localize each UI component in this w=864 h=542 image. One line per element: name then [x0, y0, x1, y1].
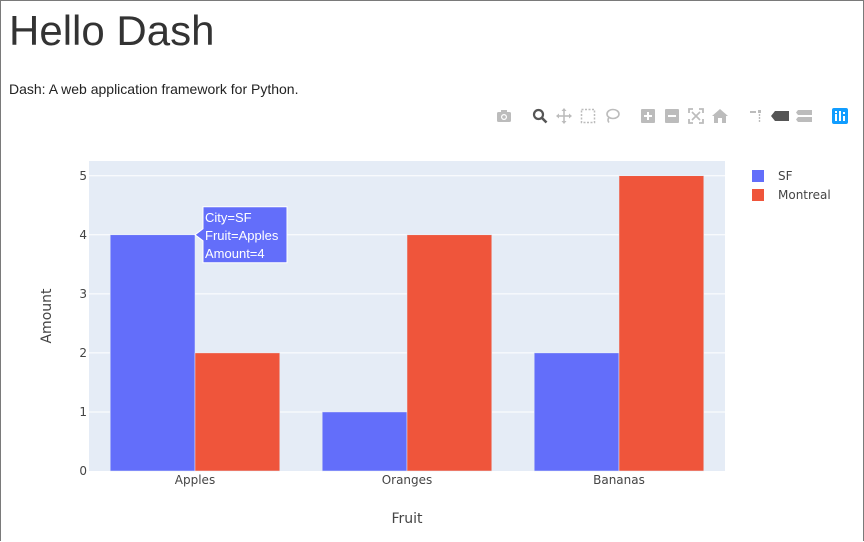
page-subtitle: Dash: A web application framework for Py… — [9, 81, 299, 97]
legend-label: SF — [778, 169, 793, 183]
zoom-icon[interactable] — [530, 107, 550, 125]
bar — [533, 352, 620, 472]
y-tick-labels: 0 1 2 3 4 5 — [79, 169, 87, 478]
hover-tooltip: City=SF Fruit=Apples Amount=4 — [194, 206, 288, 264]
plotly-logo-icon[interactable] — [830, 107, 850, 125]
page-title: Hello Dash — [9, 7, 215, 54]
bar — [406, 234, 493, 472]
pan-icon[interactable] — [554, 107, 574, 125]
legend-label: Montreal — [778, 188, 831, 202]
home-icon[interactable] — [710, 107, 730, 125]
x-axis-title: Fruit — [391, 511, 423, 527]
spikelines-icon[interactable] — [746, 107, 766, 125]
legend-swatch — [752, 189, 764, 201]
bar — [109, 234, 196, 472]
y-tick-label: 4 — [79, 228, 87, 242]
lasso-select-icon[interactable] — [602, 107, 622, 125]
bar — [321, 411, 408, 472]
legend: SF Montreal — [752, 169, 831, 202]
legend-swatch — [752, 170, 764, 182]
tooltip-line: City=SF — [205, 210, 252, 225]
x-tick-label: Oranges — [382, 473, 433, 487]
bars — [109, 175, 705, 472]
hover-compare-icon[interactable] — [794, 107, 814, 125]
x-tick-label: Apples — [175, 473, 215, 487]
modebar — [490, 106, 850, 126]
zoom-in-icon[interactable] — [638, 107, 658, 125]
box-select-icon[interactable] — [578, 107, 598, 125]
y-axis-title: Amount — [39, 288, 55, 344]
zoom-out-icon[interactable] — [662, 107, 682, 125]
x-tick-label: Bananas — [593, 473, 645, 487]
y-tick-label: 5 — [79, 169, 87, 183]
y-tick-label: 2 — [79, 346, 87, 360]
bar — [194, 352, 281, 472]
y-tick-label: 1 — [79, 405, 87, 419]
tooltip-box — [194, 206, 288, 264]
camera-icon[interactable] — [494, 107, 514, 125]
y-tick-label: 3 — [79, 287, 87, 301]
hover-closest-icon[interactable] — [770, 107, 790, 125]
y-tick-label: 0 — [79, 464, 87, 478]
x-tick-labels: Apples Oranges Bananas — [175, 473, 645, 487]
tooltip-line: Amount=4 — [205, 246, 265, 261]
autoscale-icon[interactable] — [686, 107, 706, 125]
tooltip-line: Fruit=Apples — [205, 228, 279, 243]
bar — [618, 175, 705, 472]
